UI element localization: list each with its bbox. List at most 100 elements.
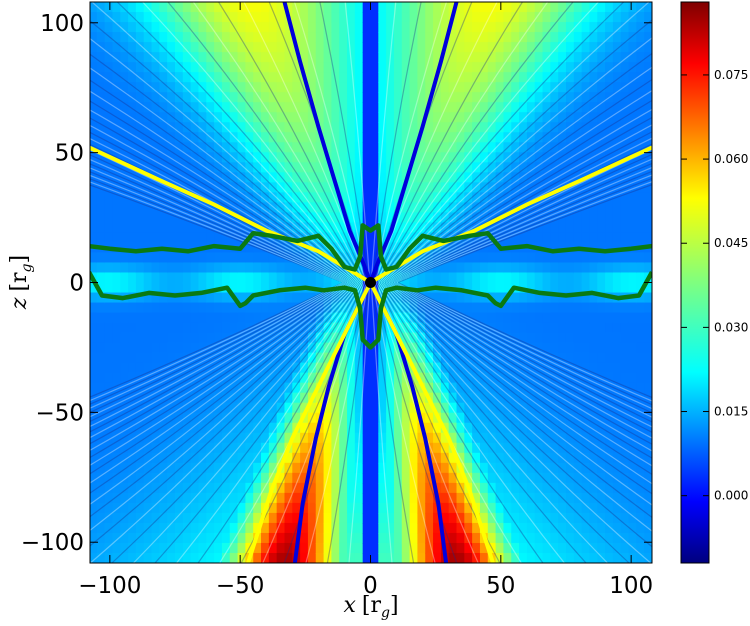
field-cell <box>347 62 356 73</box>
field-cell <box>487 52 497 63</box>
field-cell <box>292 332 301 344</box>
field-cell <box>159 252 168 264</box>
field-cell <box>378 412 387 424</box>
field-cell <box>456 292 466 304</box>
field-cell <box>96 372 106 384</box>
field-cell <box>386 82 395 93</box>
field-cell <box>644 432 652 444</box>
field-cell <box>487 442 497 454</box>
field-cell <box>409 162 419 174</box>
field-cell <box>159 212 168 224</box>
field-cell <box>409 202 419 214</box>
field-cell <box>347 402 356 414</box>
field-cell <box>323 492 333 504</box>
field-cell <box>378 332 387 344</box>
field-cell <box>589 342 599 354</box>
field-cell <box>433 252 442 264</box>
field-cell <box>448 182 458 194</box>
field-cell <box>612 342 622 354</box>
field-cell <box>620 142 630 154</box>
field-cell <box>636 502 645 514</box>
field-cell <box>386 72 395 83</box>
field-cell <box>425 152 434 164</box>
field-cell <box>362 192 372 204</box>
field-cell <box>472 22 481 33</box>
streamline <box>372 282 436 563</box>
field-cell <box>135 382 145 394</box>
field-cell <box>519 132 528 144</box>
field-cell <box>542 112 552 124</box>
field-cell <box>112 92 122 103</box>
field-cell <box>628 112 638 124</box>
field-cell <box>268 172 278 184</box>
field-cell <box>425 212 434 224</box>
field-cell <box>120 202 129 214</box>
field-cell <box>417 52 427 63</box>
field-cell <box>362 332 372 344</box>
field-cell <box>433 172 442 184</box>
field-cell <box>167 542 176 554</box>
field-cell <box>550 302 559 314</box>
field-cell <box>636 382 645 394</box>
field-cell <box>597 12 606 23</box>
field-cell <box>175 62 184 73</box>
field-cell <box>198 82 208 93</box>
field-cell <box>354 432 364 444</box>
field-cell <box>253 122 262 134</box>
streamline <box>377 2 599 283</box>
field-cell <box>644 62 652 73</box>
field-cell <box>307 342 317 354</box>
field-cell <box>90 382 98 394</box>
field-cell <box>292 62 301 73</box>
field-cell <box>276 442 286 454</box>
field-cell <box>182 42 192 53</box>
field-cell <box>175 52 184 63</box>
field-cell <box>268 52 278 63</box>
field-cell <box>245 242 255 254</box>
field-cell <box>636 492 645 504</box>
field-cell <box>409 62 419 73</box>
field-cell <box>472 422 481 434</box>
field-cell <box>300 542 309 554</box>
field-cell <box>393 92 403 103</box>
field-cell <box>456 32 466 43</box>
field-cell <box>96 522 106 534</box>
field-cell <box>440 472 450 484</box>
field-cell <box>198 52 208 63</box>
field-cell <box>182 92 192 103</box>
field-cell <box>182 332 192 344</box>
field-cell <box>245 302 255 314</box>
field-cell <box>589 232 599 244</box>
field-cell <box>315 72 325 83</box>
field-cell <box>96 252 106 264</box>
field-cell <box>542 412 552 424</box>
field-cell <box>393 342 403 354</box>
field-cell <box>401 22 411 33</box>
field-cell <box>386 362 395 374</box>
field-cell <box>135 292 145 304</box>
field-cell <box>292 462 301 474</box>
field-cell <box>620 62 630 73</box>
streamline <box>90 281 348 418</box>
field-cell <box>636 112 645 124</box>
field-cell <box>292 442 301 454</box>
field-cell <box>268 152 278 164</box>
field-cell <box>378 452 387 464</box>
field-cell <box>96 132 106 144</box>
field-cell <box>378 532 387 544</box>
field-cell <box>229 42 239 53</box>
field-cell <box>370 12 380 23</box>
field-cell <box>104 82 114 93</box>
field-cell <box>401 32 411 43</box>
field-cell <box>120 142 129 154</box>
field-cell <box>565 412 575 424</box>
field-cell <box>143 312 153 324</box>
field-cell <box>190 222 200 234</box>
field-cell <box>307 312 317 324</box>
field-cell <box>253 92 262 103</box>
field-cell <box>589 12 599 23</box>
field-cell <box>511 372 520 384</box>
field-cell <box>182 272 192 284</box>
field-cell <box>292 202 301 214</box>
